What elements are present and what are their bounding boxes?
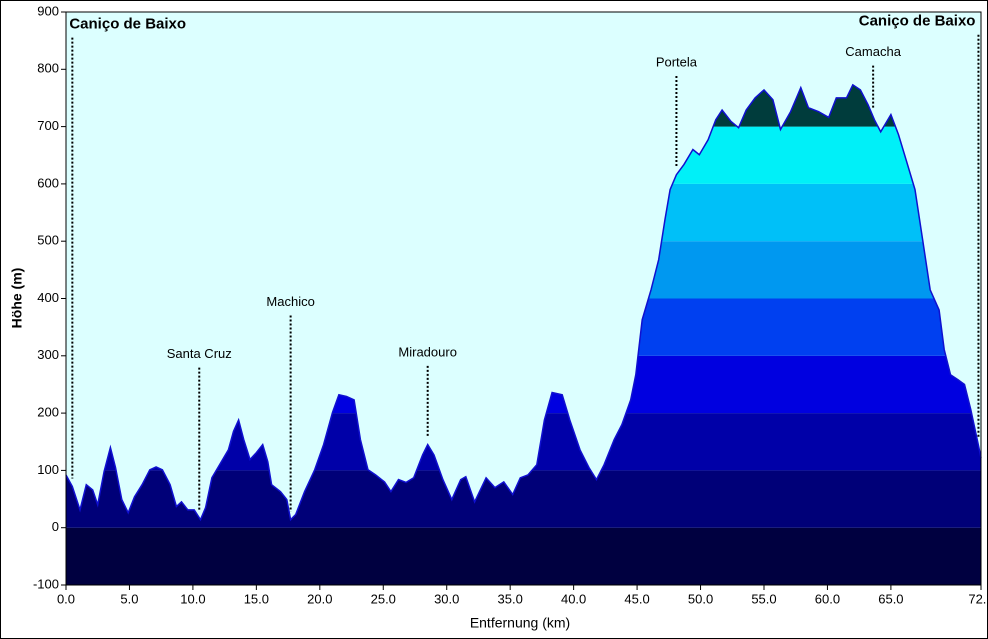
y-tick-label: 0 (52, 519, 59, 534)
y-tick-label: 300 (37, 347, 59, 362)
y-tick-label: 500 (37, 233, 59, 248)
y-tick-label: 200 (37, 405, 59, 420)
x-tick-label: 30.0 (434, 591, 459, 606)
x-tick-label: 55.0 (751, 591, 776, 606)
plot-area (65, 11, 982, 586)
x-tick-label: 25.0 (371, 591, 396, 606)
y-tick-label: 600 (37, 175, 59, 190)
x-tick-label: 45.0 (624, 591, 649, 606)
x-tick-label: 15.0 (244, 591, 269, 606)
y-tick-label: -100 (33, 576, 59, 591)
y-tick-label: 400 (37, 290, 59, 305)
elevation-band (66, 470, 981, 528)
place-label: Machico (266, 294, 314, 309)
x-tick-label: 65.0 (878, 591, 903, 606)
place-label: Portela (656, 54, 698, 69)
place-label: Santa Cruz (167, 346, 232, 361)
x-tick-label: 0.0 (57, 591, 75, 606)
profile-line (65, 83, 982, 522)
x-tick-label: 10.0 (180, 591, 205, 606)
y-axis-label: Höhe (m) (9, 268, 25, 329)
x-tick-label: 40.0 (561, 591, 586, 606)
y-tick-label: 800 (37, 61, 59, 76)
y-tick-label: 700 (37, 118, 59, 133)
place-label: Camacha (845, 44, 901, 59)
x-tick-label: 60.0 (815, 591, 840, 606)
place-label: Caniço de Baixo (69, 16, 186, 33)
x-tick-label: 5.0 (120, 591, 138, 606)
y-tick-label: 900 (37, 3, 59, 18)
x-tick-label: 35.0 (498, 591, 523, 606)
x-tick-label: 72.1 (968, 591, 988, 606)
x-tick-label: 20.0 (307, 591, 332, 606)
place-label: Caniço de Baixo (859, 13, 976, 30)
elevation-band (66, 527, 981, 585)
place-label: Miradouro (398, 344, 457, 359)
y-tick-label: 100 (37, 462, 59, 477)
x-axis-label: Entfernung (km) (470, 615, 570, 631)
x-tick-label: 50.0 (688, 591, 713, 606)
